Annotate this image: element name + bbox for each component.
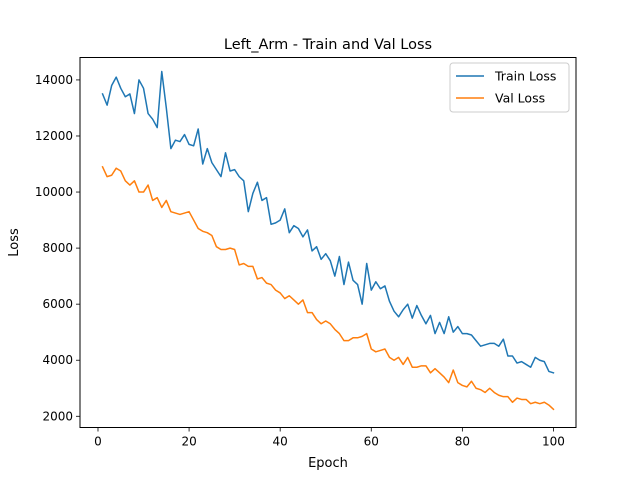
val-loss-line: [101, 165, 555, 411]
legend: Train Loss Val Loss: [449, 62, 570, 113]
y-tick-label: 6000: [42, 297, 73, 311]
y-tick-label: 8000: [42, 241, 73, 255]
ticks-layer: 0 20 40 60 80 100 2000 4000 6000 8000 10000 12000 14…: [35, 73, 565, 449]
x-tick-label: 20: [181, 435, 196, 449]
y-tick-label: 4000: [42, 353, 73, 367]
legend-label-train: Train Loss: [494, 69, 556, 84]
x-tick-label: 100: [542, 435, 565, 449]
series-layer: [101, 70, 555, 411]
chart-title: Left_Arm - Train and Val Loss: [224, 37, 432, 53]
y-tick-label: 14000: [35, 73, 73, 87]
x-tick-label: 0: [94, 435, 102, 449]
x-tick-label: 80: [455, 435, 470, 449]
y-tick-label: 2000: [42, 409, 73, 423]
x-tick-label: 40: [273, 435, 288, 449]
plot-frame: [79, 57, 577, 428]
train-loss-line: [101, 70, 555, 374]
legend-label-val: Val Loss: [495, 91, 545, 106]
x-axis-title: Epoch: [308, 456, 348, 471]
y-axis-title: Loss: [7, 228, 22, 257]
x-tick-label: 60: [364, 435, 379, 449]
y-tick-label: 10000: [35, 185, 73, 199]
y-tick-label: 12000: [35, 129, 73, 143]
